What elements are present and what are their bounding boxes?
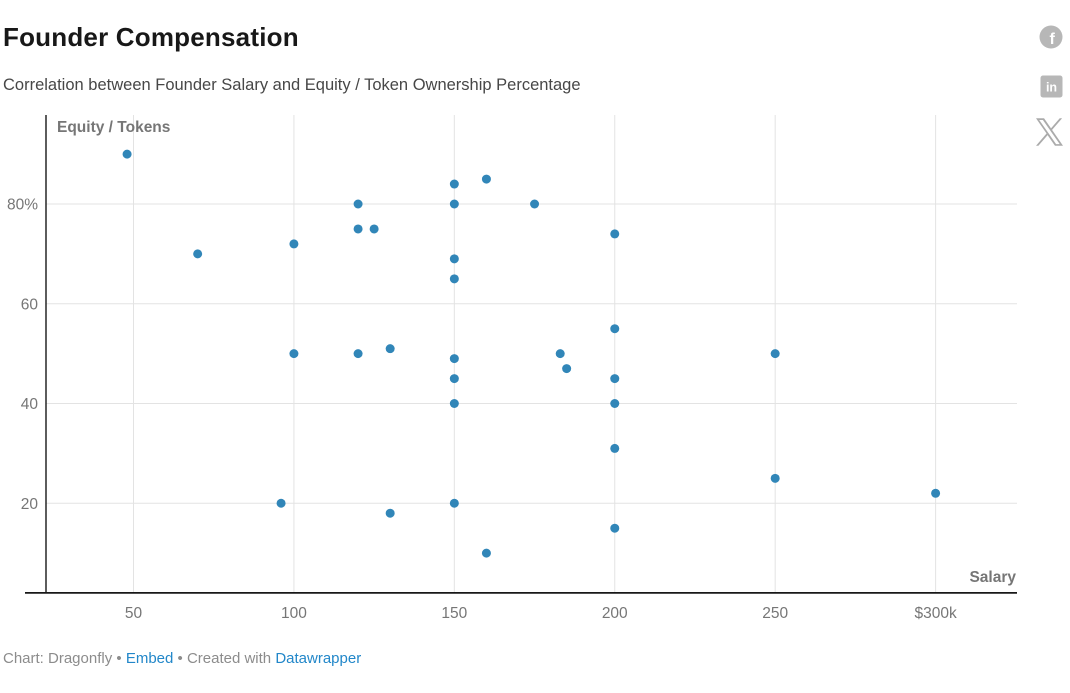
chart-credit: Chart: Dragonfly bbox=[3, 650, 113, 667]
scatter-point[interactable] bbox=[449, 399, 459, 408]
scatter-point[interactable] bbox=[610, 374, 620, 384]
scatter-point[interactable] bbox=[449, 498, 459, 508]
scatter-point[interactable] bbox=[481, 174, 491, 184]
scatter-point[interactable] bbox=[562, 364, 572, 374]
scatter-point[interactable] bbox=[770, 473, 780, 483]
scatter-point[interactable] bbox=[449, 199, 459, 209]
y-tick-label: 60 bbox=[21, 296, 39, 313]
scatter-point[interactable] bbox=[353, 224, 363, 234]
scatter-point[interactable] bbox=[610, 229, 620, 239]
page-title: Founder Compensation bbox=[3, 22, 299, 52]
scatter-point[interactable] bbox=[481, 548, 491, 558]
x-icon-glyph bbox=[1036, 118, 1063, 146]
scatter-point[interactable] bbox=[931, 488, 941, 498]
facebook-share-icon[interactable]: f bbox=[1039, 25, 1063, 49]
datawrapper-link[interactable]: Datawrapper bbox=[275, 650, 362, 667]
scatter-point[interactable] bbox=[555, 349, 565, 359]
scatter-point[interactable] bbox=[449, 354, 459, 364]
scatter-point[interactable] bbox=[289, 349, 299, 359]
footer-separator: • bbox=[173, 650, 187, 667]
y-tick-label: 80% bbox=[7, 197, 38, 214]
x-tick-label: 200 bbox=[602, 605, 628, 622]
x-tick-label: 100 bbox=[281, 605, 307, 622]
scatter-point[interactable] bbox=[770, 349, 780, 359]
x-tick-label: 50 bbox=[125, 605, 143, 622]
chart-footer: Chart: Dragonfly • Embed • Created with … bbox=[3, 650, 361, 667]
scatter-point[interactable] bbox=[353, 199, 363, 209]
created-with-text: Created with bbox=[186, 650, 276, 667]
y-axis-title: Equity / Tokens bbox=[57, 119, 170, 136]
scatter-point[interactable] bbox=[610, 523, 620, 533]
scatter-point[interactable] bbox=[449, 179, 459, 189]
scatter-point[interactable] bbox=[385, 508, 395, 518]
scatter-point[interactable] bbox=[276, 498, 286, 508]
scatter-point[interactable] bbox=[449, 254, 459, 264]
scatter-point[interactable] bbox=[122, 149, 132, 159]
scatter-point[interactable] bbox=[449, 374, 459, 384]
scatter-point[interactable] bbox=[610, 443, 620, 453]
scatter-chart: 50 100 150 200 250 $300k 20 40 60 80% Equity / Tok… bbox=[7, 115, 1017, 622]
scatter-point[interactable] bbox=[369, 224, 379, 234]
x-tick-label: 250 bbox=[762, 605, 788, 622]
facebook-icon-glyph: f bbox=[1050, 31, 1056, 48]
scatter-point[interactable] bbox=[610, 399, 620, 408]
scatter-point[interactable] bbox=[289, 239, 299, 249]
scatter-point[interactable] bbox=[193, 249, 203, 259]
x-tick-label: 150 bbox=[441, 605, 467, 622]
y-tick-label: 20 bbox=[21, 496, 39, 513]
chart-subtitle: Correlation between Founder Salary and E… bbox=[3, 76, 581, 94]
footer-separator: • bbox=[112, 650, 126, 667]
embed-link[interactable]: Embed bbox=[125, 650, 174, 667]
x-twitter-share-icon[interactable] bbox=[1036, 118, 1063, 146]
x-tick-label: $300k bbox=[914, 605, 956, 622]
scatter-point[interactable] bbox=[610, 324, 620, 334]
scatter-point[interactable] bbox=[353, 349, 363, 359]
scatter-point[interactable] bbox=[449, 274, 459, 284]
social-share-bar: f in bbox=[1036, 25, 1064, 175]
linkedin-share-icon[interactable]: in bbox=[1040, 75, 1063, 98]
facebook-icon-circle bbox=[1039, 25, 1063, 49]
x-axis-title: Salary bbox=[969, 569, 1016, 586]
scatter-point[interactable] bbox=[385, 344, 395, 354]
linkedin-icon-glyph: in bbox=[1046, 81, 1057, 95]
linkedin-icon-square bbox=[1040, 75, 1063, 98]
scatter-point[interactable] bbox=[530, 199, 540, 209]
y-tick-label: 40 bbox=[21, 396, 39, 413]
